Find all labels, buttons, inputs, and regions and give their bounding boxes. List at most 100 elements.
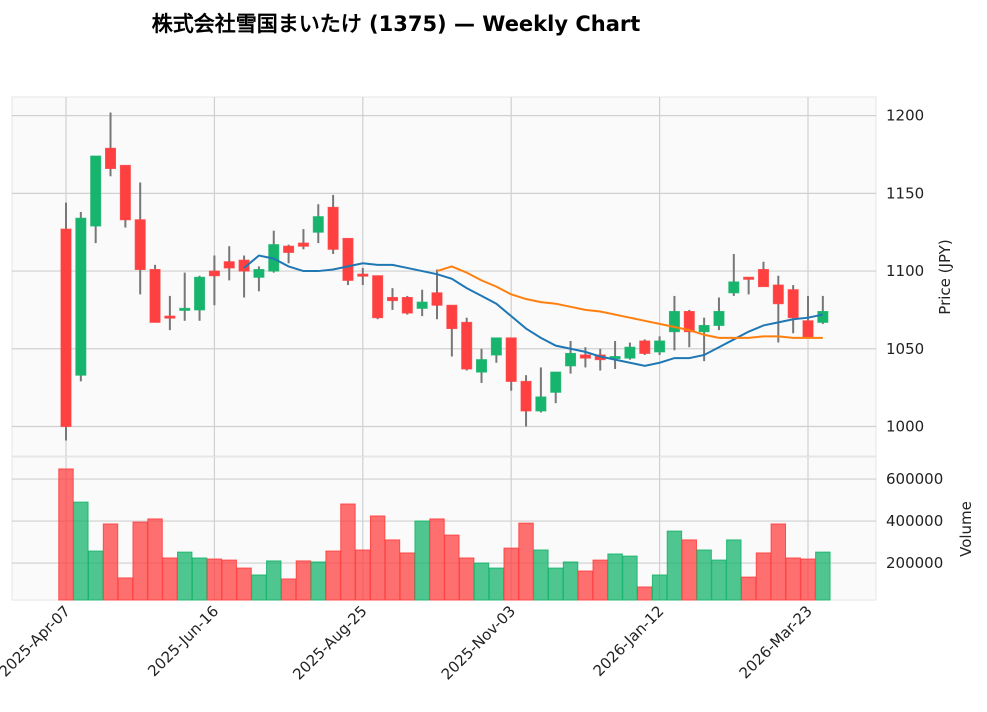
candle-body: [609, 356, 621, 360]
candle-body: [535, 396, 547, 412]
volume-bar: [310, 561, 326, 601]
candle-body: [683, 310, 695, 333]
volume-bar: [102, 523, 119, 601]
candle-body: [327, 206, 339, 250]
volume-bar: [340, 503, 356, 601]
candle-body: [639, 340, 651, 354]
volume-bar: [637, 586, 653, 601]
candle-body: [668, 310, 680, 333]
candle-body: [386, 296, 398, 302]
volume-bar: [592, 559, 608, 601]
volume-bar: [785, 557, 801, 601]
candle-body: [713, 310, 725, 326]
volume-bar: [266, 560, 282, 601]
volume-bar: [325, 550, 341, 601]
volume-bar: [696, 549, 712, 601]
candle-body: [105, 147, 117, 169]
candle-body: [75, 217, 87, 376]
volume-bar: [548, 567, 564, 601]
volume-bar: [355, 549, 371, 601]
volume-bar: [117, 577, 134, 601]
candle-body: [787, 289, 799, 319]
volume-bar: [414, 520, 430, 601]
candle-body: [342, 237, 354, 281]
candle-body: [743, 276, 755, 280]
volume-bar: [132, 521, 148, 601]
candle-body: [461, 321, 473, 370]
candle-body: [238, 259, 250, 272]
price-tick-label: 1200: [886, 107, 924, 125]
volume-bar: [755, 552, 772, 601]
volume-bar: [87, 550, 104, 601]
x-tick-label: 2025-Aug-25: [289, 602, 370, 683]
moving-average-long-line: [436, 265, 823, 339]
chart-title: 株式会社雪国まいたけ (1375) — Weekly Chart: [152, 12, 641, 36]
volume-bar: [800, 558, 816, 601]
x-tick-label: 2025-Nov-03: [438, 602, 519, 683]
volume-bar: [369, 515, 386, 601]
candle-body: [579, 354, 591, 359]
x-tick-label: 2025-Apr-07: [0, 602, 74, 680]
candle-body: [401, 296, 413, 314]
candle-body: [817, 310, 829, 323]
candle-body: [654, 340, 666, 353]
volume-bar: [58, 468, 74, 601]
volume-bar: [280, 578, 297, 601]
candle-body: [520, 380, 532, 412]
candle-body: [357, 273, 369, 277]
candle-body: [194, 276, 206, 311]
x-tick-label: 2025-Jun-16: [144, 602, 222, 680]
candle-body: [297, 242, 309, 247]
volume-bar: [206, 558, 223, 601]
price-tick-label: 1100: [886, 262, 924, 280]
volume-bar: [562, 561, 579, 601]
candle-body: [134, 219, 146, 271]
volume-bar: [770, 523, 787, 601]
volume-bar: [666, 530, 683, 601]
volume-bar: [251, 574, 267, 601]
candle-body: [476, 359, 488, 373]
candle-body: [565, 352, 577, 367]
price-tick-label: 1050: [886, 340, 924, 358]
candle-body: [728, 281, 740, 294]
volume-bar: [162, 557, 178, 601]
volume-tick-label: 400000: [886, 512, 943, 530]
x-tick-label: 2026-Jan-12: [590, 602, 668, 680]
volume-bar: [740, 576, 757, 601]
candle-body: [149, 269, 161, 323]
volume-bar: [444, 534, 460, 601]
volume-bar: [191, 557, 208, 601]
volume-bar: [488, 567, 505, 601]
candle-body: [312, 216, 324, 233]
candle-body: [698, 324, 710, 333]
candle-body: [283, 245, 295, 253]
volume-bar: [651, 574, 668, 601]
volume-bar: [73, 501, 89, 601]
candle-body: [372, 275, 384, 319]
candle-body: [490, 337, 502, 356]
candle-body: [505, 337, 517, 382]
volume-tick-label: 200000: [886, 554, 943, 572]
volume-bar: [177, 551, 193, 601]
candle-body: [416, 301, 428, 309]
candle-body: [431, 292, 443, 306]
x-tick-label: 2026-Mar-23: [736, 602, 816, 682]
volume-bar: [295, 560, 312, 601]
candle-body: [164, 315, 176, 319]
volume-axis-label: Volume: [957, 501, 975, 557]
candle-body: [208, 270, 220, 277]
volume-bar: [518, 522, 534, 601]
volume-bar: [607, 553, 623, 601]
volume-bar: [815, 551, 831, 601]
candle-body: [772, 284, 784, 305]
moving-average-short-line: [243, 254, 824, 367]
volume-bar: [399, 552, 416, 601]
volume-bar: [429, 518, 445, 601]
candle-body: [802, 320, 814, 339]
price-tick-label: 1150: [886, 184, 924, 202]
volume-bar: [622, 555, 638, 601]
volume-bar: [711, 559, 727, 601]
candle-body: [550, 371, 562, 393]
volume-bar: [726, 539, 742, 601]
